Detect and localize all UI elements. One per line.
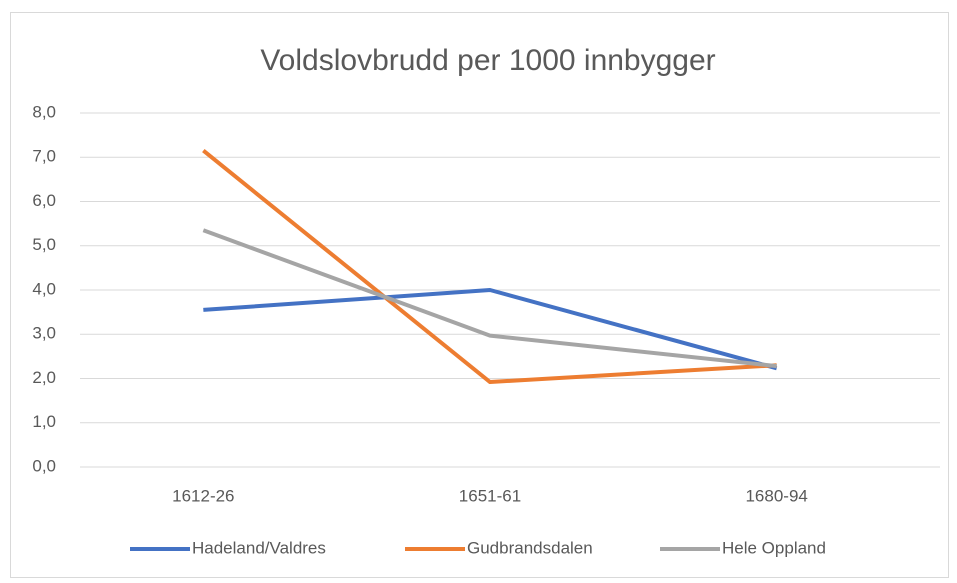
x-tick-label: 1612-26 [172,486,234,505]
chart-border [10,12,949,578]
y-tick-label: 6,0 [32,191,56,210]
legend-label: Gudbrandsdalen [467,538,593,557]
y-tick-label: 8,0 [32,102,56,121]
series-line [202,228,777,369]
y-tick-label: 5,0 [32,235,56,254]
series-line [202,149,777,385]
y-tick-label: 3,0 [32,324,56,343]
legend-label: Hele Oppland [722,538,826,557]
y-tick-label: 7,0 [32,147,56,166]
y-tick-label: 2,0 [32,368,56,387]
y-tick-label: 0,0 [32,456,56,475]
series-line [203,288,778,371]
x-tick-label: 1651-61 [459,486,521,505]
legend-label: Hadeland/Valdres [192,538,326,557]
y-tick-label: 4,0 [32,279,56,298]
y-tick-label: 1,0 [32,412,56,431]
x-tick-label: 1680-94 [745,486,807,505]
chart-title: Voldslovbrudd per 1000 innbygger [260,44,715,77]
